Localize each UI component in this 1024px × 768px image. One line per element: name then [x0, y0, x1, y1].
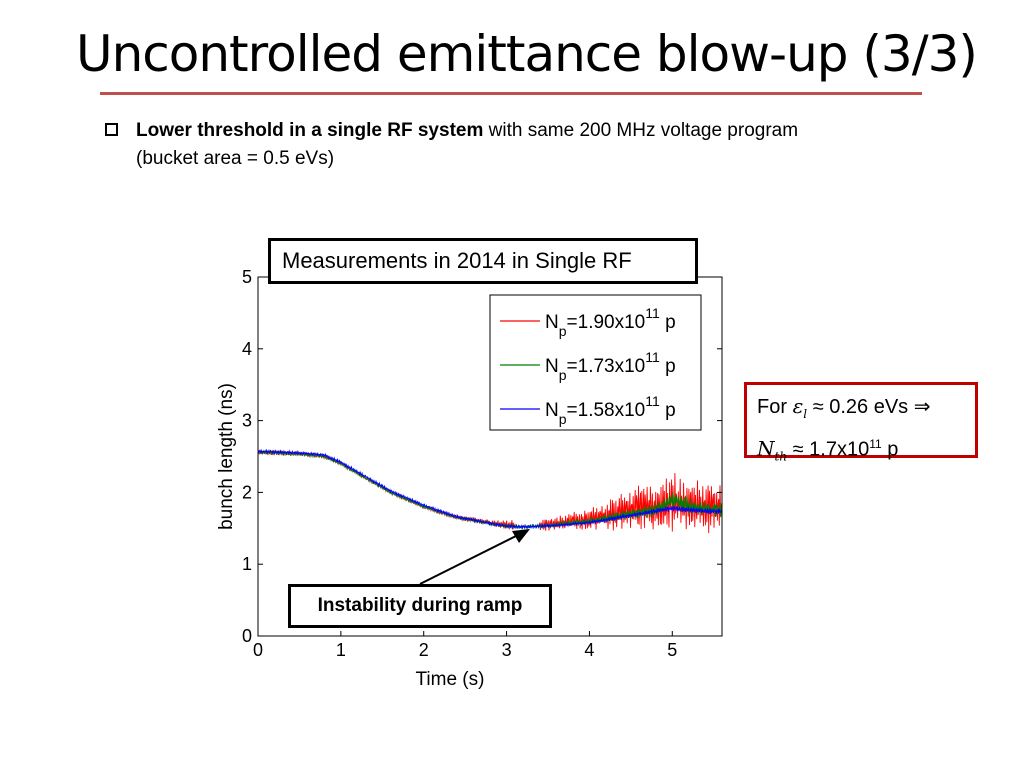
measurements-label-box: Measurements in 2014 in Single RF — [268, 238, 698, 284]
y-tick-label: 0 — [242, 626, 252, 646]
checkbox-bullet-icon — [105, 123, 118, 136]
n-subscript: th — [774, 449, 788, 464]
legend-label-1: Np=1.90x1011 p — [545, 305, 676, 339]
formula-threshold-value: ≈ 1.7x10 — [787, 438, 870, 461]
formula-emittance-value: ≈ 0.26 eVs ⇒ — [807, 396, 931, 418]
legend-label-3: Np=1.58x1011 p — [545, 393, 676, 427]
slide-title: Uncontrolled emittance blow-up (3/3) — [76, 25, 978, 83]
formula-line-2: Nth ≈ 1.7x1011 p — [757, 429, 975, 472]
chart-legend: Np=1.90x1011 p Np=1.73x1011 p Np=1.58x1011… — [489, 294, 702, 431]
x-tick-label: 2 — [419, 640, 429, 660]
x-tick-label: 5 — [667, 640, 677, 660]
formula-for-text: For — [757, 396, 793, 418]
axes-layer: 0 1 2 3 4 5 0 1 2 3 4 5 Time (s) bunch length (ns) — [216, 267, 722, 690]
instability-arrowhead-icon — [512, 529, 530, 543]
x-tick-label: 4 — [584, 640, 594, 660]
bullet-point: Lower threshold in a single RF system wi… — [105, 117, 865, 173]
bullet-bold-text: Lower threshold in a single RF system — [136, 120, 484, 141]
x-axis-label: Time (s) — [416, 669, 485, 690]
epsilon-symbol: ε — [792, 394, 804, 418]
formula-unit: p — [881, 438, 899, 461]
n-symbol: N — [757, 436, 775, 461]
legend-label-2: Np=1.73x1011 p — [545, 349, 676, 383]
x-tick-label: 0 — [253, 640, 263, 660]
formula-line-1: For εl ≈ 0.26 eVs ⇒ — [757, 391, 975, 429]
instability-label-box: Instability during ramp — [288, 584, 552, 628]
y-tick-label: 4 — [242, 339, 252, 359]
instability-arrow — [419, 533, 521, 585]
formula-exponent: 11 — [869, 437, 882, 451]
bullet-rest-text: with same 200 MHz voltage program (bucke… — [136, 120, 799, 169]
y-tick-label: 5 — [242, 267, 252, 287]
legend-box — [489, 294, 702, 431]
bullet-text: Lower threshold in a single RF system wi… — [136, 117, 865, 173]
y-tick-label: 2 — [242, 482, 252, 502]
epsilon-subscript: l — [803, 407, 808, 421]
threshold-formula-box: For εl ≈ 0.26 eVs ⇒ Nth ≈ 1.7x1011 p — [744, 382, 978, 464]
x-tick-label: 3 — [502, 640, 512, 660]
title-underline — [100, 92, 922, 95]
y-tick-label: 1 — [242, 554, 252, 574]
series-line-3 — [257, 448, 722, 530]
x-tick-label: 1 — [336, 640, 346, 660]
y-tick-label: 3 — [242, 411, 252, 431]
y-axis-label: bunch length (ns) — [216, 383, 237, 530]
series-layer — [257, 448, 722, 534]
